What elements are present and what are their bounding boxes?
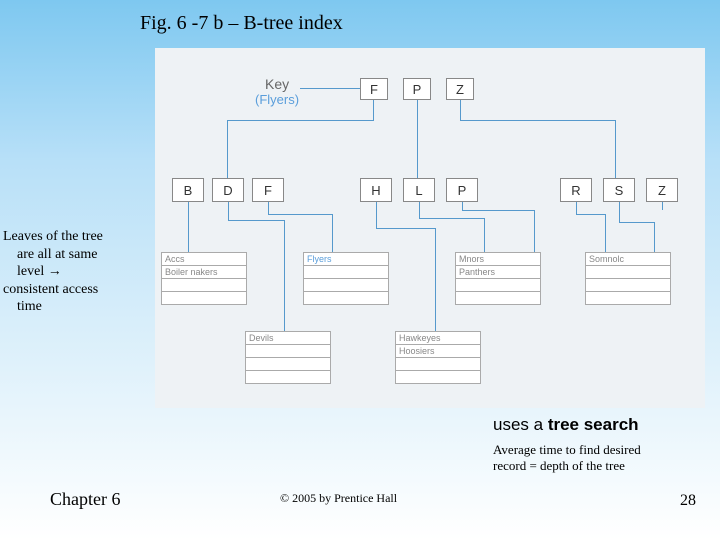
- key-label: Key: [265, 76, 289, 92]
- edge-key-root: [300, 88, 360, 89]
- edge: [268, 214, 333, 215]
- leaf-table-6: Hawkeyes Hoosiers: [395, 331, 481, 384]
- edge: [576, 202, 577, 214]
- edge: [484, 218, 485, 252]
- edge: [615, 120, 616, 178]
- edge: [188, 202, 189, 252]
- l2-mid-2: P: [446, 178, 478, 202]
- l2-left-1: D: [212, 178, 244, 202]
- average-time-note: Average time to find desired record = de…: [493, 442, 693, 475]
- root-node-1: P: [403, 78, 431, 100]
- edge: [373, 100, 374, 120]
- leaf-table-1: Accs Boiler nakers: [161, 252, 247, 305]
- edge: [268, 202, 269, 214]
- leaf-table-5: Devils: [245, 331, 331, 384]
- uses-tree-search: uses a tree search: [493, 415, 639, 435]
- l2-mid-1: L: [403, 178, 435, 202]
- flyers-label: (Flyers): [255, 92, 299, 107]
- leaf-table-4: Somnolc: [585, 252, 671, 305]
- figure-title: Fig. 6 -7 b – B-tree index: [140, 12, 343, 35]
- edge: [576, 214, 606, 215]
- edge: [227, 120, 228, 178]
- edge: [228, 220, 285, 221]
- edge: [417, 100, 418, 178]
- edge: [228, 202, 229, 220]
- edge: [462, 202, 463, 210]
- l2-mid-0: H: [360, 178, 392, 202]
- edge: [654, 222, 655, 252]
- diagram-panel: Key (Flyers) F P Z B D F H L P R S Z: [155, 48, 705, 408]
- root-node-0: F: [360, 78, 388, 100]
- edge: [605, 214, 606, 252]
- edge: [435, 228, 436, 331]
- root-node-2: Z: [446, 78, 474, 100]
- edge: [619, 222, 655, 223]
- edge: [462, 210, 535, 211]
- edge: [376, 228, 436, 229]
- edge: [662, 202, 663, 210]
- l2-right-2: Z: [646, 178, 678, 202]
- edge: [419, 218, 485, 219]
- flyers-cell: Flyers: [304, 253, 389, 266]
- edge: [534, 210, 535, 252]
- side-note: Leaves of the tree are all at same level…: [3, 228, 153, 316]
- edge: [376, 202, 377, 228]
- l2-right-0: R: [560, 178, 592, 202]
- leaf-table-2: Flyers: [303, 252, 389, 305]
- edge: [227, 120, 374, 121]
- l2-left-2: F: [252, 178, 284, 202]
- leaf-table-3: Mnors Panthers: [455, 252, 541, 305]
- edge: [619, 202, 620, 222]
- edge: [284, 220, 285, 331]
- footer-chapter: Chapter 6: [50, 489, 120, 510]
- footer-page-number: 28: [680, 492, 696, 510]
- edge: [460, 120, 616, 121]
- l2-left-0: B: [172, 178, 204, 202]
- edge: [460, 100, 461, 120]
- edge: [332, 214, 333, 252]
- edge: [419, 202, 420, 218]
- footer-copyright: © 2005 by Prentice Hall: [280, 491, 397, 506]
- l2-right-1: S: [603, 178, 635, 202]
